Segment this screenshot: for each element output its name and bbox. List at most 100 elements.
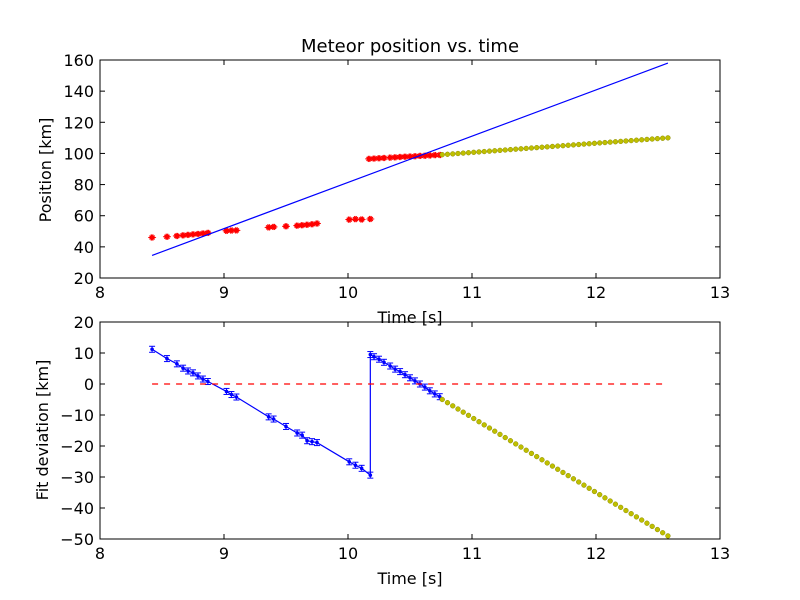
data-point — [450, 403, 456, 409]
data-point — [570, 142, 577, 148]
data-point — [539, 457, 545, 463]
data-point — [492, 148, 498, 154]
data-point — [660, 135, 666, 141]
y-tick-label: 0 — [84, 375, 94, 394]
y-tick-label: −40 — [60, 499, 94, 518]
data-point — [518, 146, 524, 152]
data-point — [623, 138, 629, 144]
x-tick-label: 12 — [586, 544, 606, 563]
y-tick-label: 160 — [63, 51, 94, 70]
data-point — [175, 362, 179, 366]
position-chart: Meteor position vs. time 8 9 10 11 12 13 20 40 6… — [36, 36, 730, 327]
data-point — [347, 460, 352, 464]
data-point — [639, 517, 645, 523]
data-point — [191, 371, 195, 375]
y-tick-label: 20 — [74, 269, 94, 288]
data-point — [565, 472, 571, 479]
fit-line — [151, 62, 669, 256]
data-point — [300, 433, 304, 437]
data-point — [201, 377, 205, 381]
data-point — [644, 520, 650, 526]
data-point — [295, 431, 299, 435]
data-point — [165, 356, 169, 361]
deviation-ticks: 8 9 10 11 12 13 20 10 0 −10 −20 −30 −40 −50 — [60, 313, 730, 563]
data-point — [428, 389, 432, 393]
data-point — [623, 507, 629, 514]
data-point — [471, 415, 477, 422]
data-point — [492, 428, 498, 434]
data-point — [523, 145, 529, 152]
data-point — [150, 347, 154, 352]
deviation-marks — [149, 345, 671, 539]
y-tick-label: 20 — [74, 313, 94, 332]
data-point — [660, 530, 666, 536]
data-point — [597, 492, 603, 498]
data-point — [186, 369, 190, 373]
x-tick-label: 13 — [710, 283, 730, 302]
chart-title: Meteor position vs. time — [301, 36, 519, 57]
data-point — [398, 369, 402, 374]
data-point — [439, 396, 445, 403]
data-point — [502, 147, 508, 153]
data-point — [196, 374, 200, 378]
x-tick-label: 10 — [338, 544, 358, 563]
data-point — [639, 137, 645, 143]
data-point — [597, 140, 603, 146]
data-point — [224, 389, 229, 394]
data-point — [534, 144, 540, 151]
x-tick-label: 8 — [95, 544, 105, 563]
data-point — [544, 144, 550, 150]
data-point — [382, 360, 386, 365]
y-tick-label: −30 — [60, 468, 94, 487]
data-point — [513, 441, 519, 447]
data-point — [654, 135, 661, 142]
data-point — [644, 136, 650, 143]
y-tick-label: 80 — [74, 176, 94, 195]
data-point — [654, 526, 661, 533]
data-point — [628, 511, 634, 517]
data-point — [310, 439, 314, 444]
data-point — [423, 385, 427, 389]
data-point — [271, 417, 276, 421]
data-point — [570, 476, 577, 482]
data-point — [502, 434, 508, 441]
data-point — [368, 473, 373, 477]
data-point — [181, 366, 185, 370]
y-tick-label: 100 — [63, 144, 94, 163]
data-point — [581, 482, 587, 488]
data-point — [471, 149, 477, 155]
data-point — [549, 463, 556, 469]
y-tick-label: −10 — [60, 406, 94, 425]
data-point — [284, 424, 288, 429]
data-point — [234, 395, 239, 399]
data-point — [581, 141, 587, 147]
data-point — [607, 498, 613, 504]
x-tick-label: 11 — [462, 283, 482, 302]
data-point — [612, 501, 619, 507]
data-point — [565, 142, 571, 148]
data-point — [315, 440, 319, 445]
data-point — [576, 479, 582, 485]
data-point — [586, 485, 592, 491]
data-point — [560, 469, 566, 476]
y-axis-label: Position [km] — [36, 118, 55, 223]
y-tick-label: 60 — [74, 207, 94, 226]
data-point — [618, 504, 624, 511]
data-point — [507, 146, 514, 153]
data-point — [633, 514, 640, 520]
data-point — [403, 372, 407, 377]
data-point — [393, 367, 397, 371]
position-axes-frame — [99, 59, 721, 279]
data-point — [439, 152, 445, 158]
data-point — [618, 138, 624, 145]
y-tick-label: −20 — [60, 437, 94, 456]
data-point — [455, 150, 461, 157]
data-point — [305, 438, 309, 443]
x-tick-label: 12 — [586, 283, 606, 302]
data-point — [206, 379, 210, 384]
x-tick-label: 8 — [95, 283, 105, 302]
y-axis-label: Fit deviation [km] — [33, 360, 52, 501]
data-point — [266, 415, 271, 419]
y-tick-label: 140 — [63, 82, 94, 101]
